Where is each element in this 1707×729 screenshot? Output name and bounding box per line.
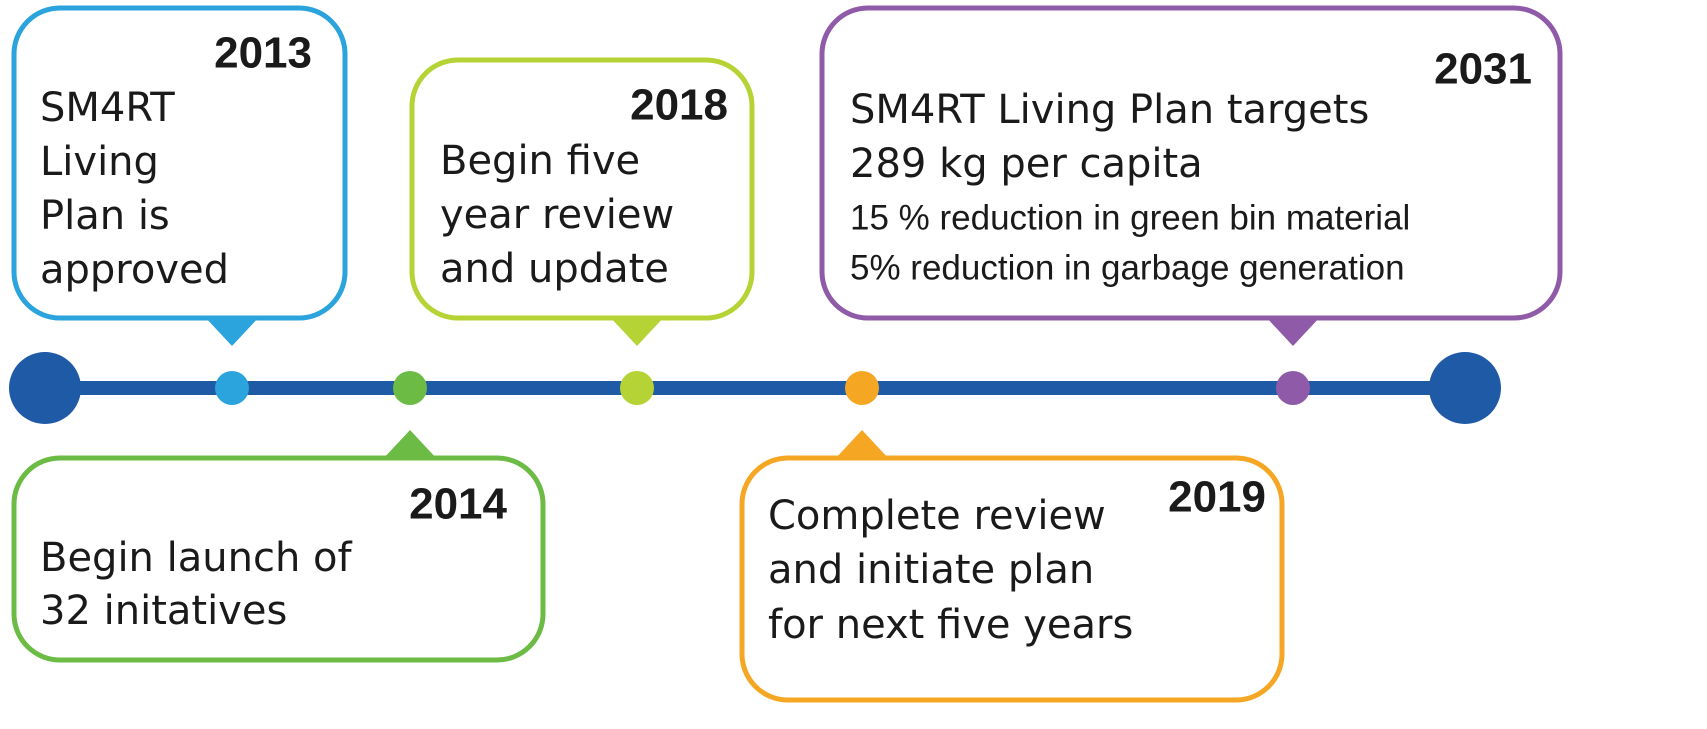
event-text: Plan is	[40, 193, 170, 239]
event-text: Begin five	[440, 138, 640, 184]
event-text: 289 kg per capita	[850, 141, 1203, 187]
card-box	[409, 57, 755, 321]
event-text: SM4RT Living Plan targets	[850, 87, 1369, 133]
event-text: Complete review	[768, 493, 1106, 539]
card-pointer	[1265, 316, 1321, 346]
card-box	[819, 5, 1563, 321]
event-subtext: 15 % reduction in green bin material	[850, 198, 1410, 237]
card-box	[11, 455, 546, 663]
event-card: 2019 Complete review and initiate plan for …	[739, 430, 1285, 703]
timeline-start	[9, 352, 81, 424]
event-dot	[393, 371, 427, 405]
event-year: 2018	[630, 81, 728, 130]
event-text: 32 initatives	[40, 588, 287, 634]
card-pointer	[834, 430, 890, 460]
card-box	[11, 5, 348, 321]
event-dot	[845, 371, 879, 405]
card-pointer	[204, 316, 260, 346]
event-card: 2031 SM4RT Living Plan targets 289 kg per …	[819, 5, 1563, 346]
card-pointer	[382, 430, 438, 460]
timeline-end	[1429, 352, 1501, 424]
event-text: Living	[40, 139, 159, 185]
event-year: 2013	[214, 29, 312, 78]
event-text: approved	[40, 247, 229, 293]
card-box	[739, 455, 1285, 703]
event-year: 2031	[1434, 45, 1532, 94]
event-dot	[620, 371, 654, 405]
event-dot	[1276, 371, 1310, 405]
event-text: and update	[440, 246, 669, 292]
event-text: for next five years	[768, 602, 1133, 648]
event-text: year review	[440, 192, 674, 238]
event-year: 2019	[1168, 473, 1266, 522]
event-text: SM4RT	[40, 85, 175, 131]
event-dot	[215, 371, 249, 405]
event-card: 2013 SM4RT Living Plan is approved	[11, 5, 348, 346]
event-text: and initiate plan	[768, 547, 1094, 593]
event-text: Begin launch of	[40, 535, 352, 581]
event-card: 2018 Begin five year review and update	[409, 57, 755, 346]
card-pointer	[609, 316, 665, 346]
event-year: 2014	[409, 480, 507, 529]
event-subtext: 5% reduction in garbage generation	[850, 248, 1405, 287]
event-card: 2014 Begin launch of 32 initatives	[11, 430, 546, 663]
